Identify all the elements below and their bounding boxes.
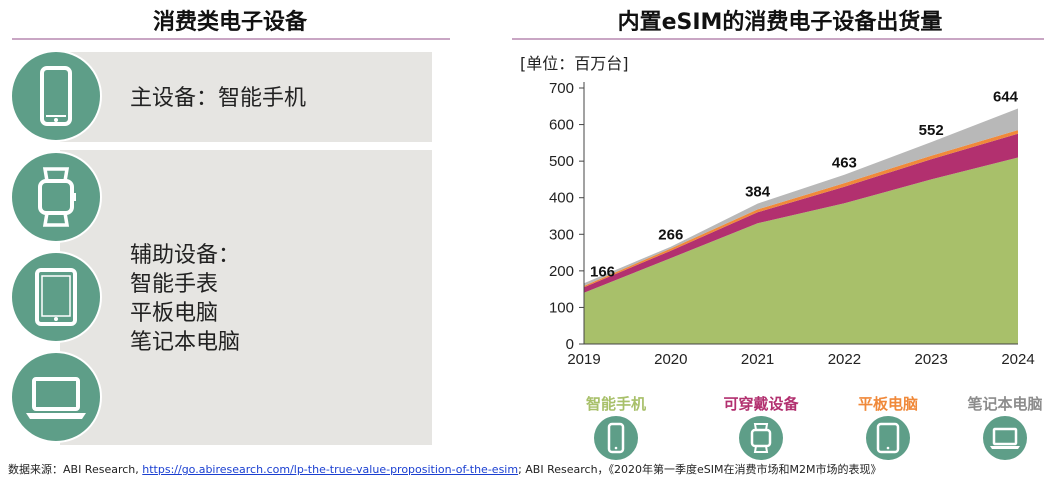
legend-label-tablet: 平板电脑 <box>857 395 918 413</box>
y-tick-label: 300 <box>549 226 574 243</box>
total-label: 552 <box>919 122 944 139</box>
area-series-3 <box>584 108 1018 286</box>
total-label: 166 <box>590 263 615 280</box>
chart-title: 内置eSIM的消费电子设备出货量 <box>617 10 943 35</box>
secondary-heading: 辅助设备： <box>130 243 241 268</box>
phone-icon <box>10 50 102 142</box>
total-label: 463 <box>832 155 857 172</box>
x-tick-label: 2020 <box>654 351 687 368</box>
unit-label: [单位：百万台] <box>520 54 629 73</box>
area-series-1 <box>584 133 1018 293</box>
watch-icon <box>739 416 783 460</box>
phone-icon <box>594 416 638 460</box>
secondary-item-watch: 智能手表 <box>130 272 219 297</box>
source-prefix: 数据来源：ABI Research, <box>8 463 143 476</box>
x-tick-label: 2023 <box>915 351 948 368</box>
secondary-device-list: 辅助设备： 智能手表 平板电脑 笔记本电脑 <box>130 241 240 357</box>
secondary-device-panel <box>60 150 432 445</box>
primary-device-panel <box>60 52 432 142</box>
secondary-item-tablet: 平板电脑 <box>130 301 219 326</box>
y-tick-label: 200 <box>549 263 574 280</box>
x-tick-label: 2021 <box>741 351 774 368</box>
legend-label-laptop: 笔记本电脑 <box>967 395 1043 413</box>
y-tick-label: 100 <box>549 299 574 316</box>
y-tick-label: 0 <box>566 336 574 353</box>
secondary-item-laptop: 笔记本电脑 <box>130 330 241 355</box>
x-tick-label: 2019 <box>567 351 600 368</box>
x-tick-label: 2024 <box>1001 351 1034 368</box>
source-suffix: ; ABI Research，《2020年第一季度eSIM在消费市场和M2M市场… <box>518 463 882 476</box>
tablet-icon <box>866 416 910 460</box>
laptop-icon <box>10 351 102 443</box>
source-link[interactable]: https://go.abiresearch.com/lp-the-true-v… <box>142 463 519 476</box>
total-label: 644 <box>993 88 1019 105</box>
tablet-icon <box>10 251 102 343</box>
area-series-2 <box>584 130 1018 288</box>
watch-icon <box>10 151 102 243</box>
laptop-icon <box>983 416 1027 460</box>
source-note: 数据来源：ABI Research, https://go.abiresearc… <box>8 461 882 477</box>
shipments-chart: 0 100 200 300 400 500 600 700 2019 2020 2021 2022 20… <box>549 80 1035 368</box>
legend-label-smartphone: 智能手机 <box>585 395 646 413</box>
primary-device-label: 主设备：智能手机 <box>130 86 307 111</box>
x-tick-label: 2022 <box>828 351 861 368</box>
y-tick-label: 400 <box>549 190 574 207</box>
y-tick-label: 500 <box>549 153 574 170</box>
left-divider <box>12 38 450 40</box>
left-title: 消费类电子设备 <box>152 10 307 35</box>
area-series-0 <box>584 157 1018 344</box>
y-tick-label: 600 <box>549 117 574 134</box>
legend-label-wearable: 可穿戴设备 <box>723 395 799 413</box>
total-label: 384 <box>745 184 771 201</box>
total-label: 266 <box>658 227 683 244</box>
right-divider <box>512 38 1044 40</box>
y-tick-label: 700 <box>549 80 574 97</box>
